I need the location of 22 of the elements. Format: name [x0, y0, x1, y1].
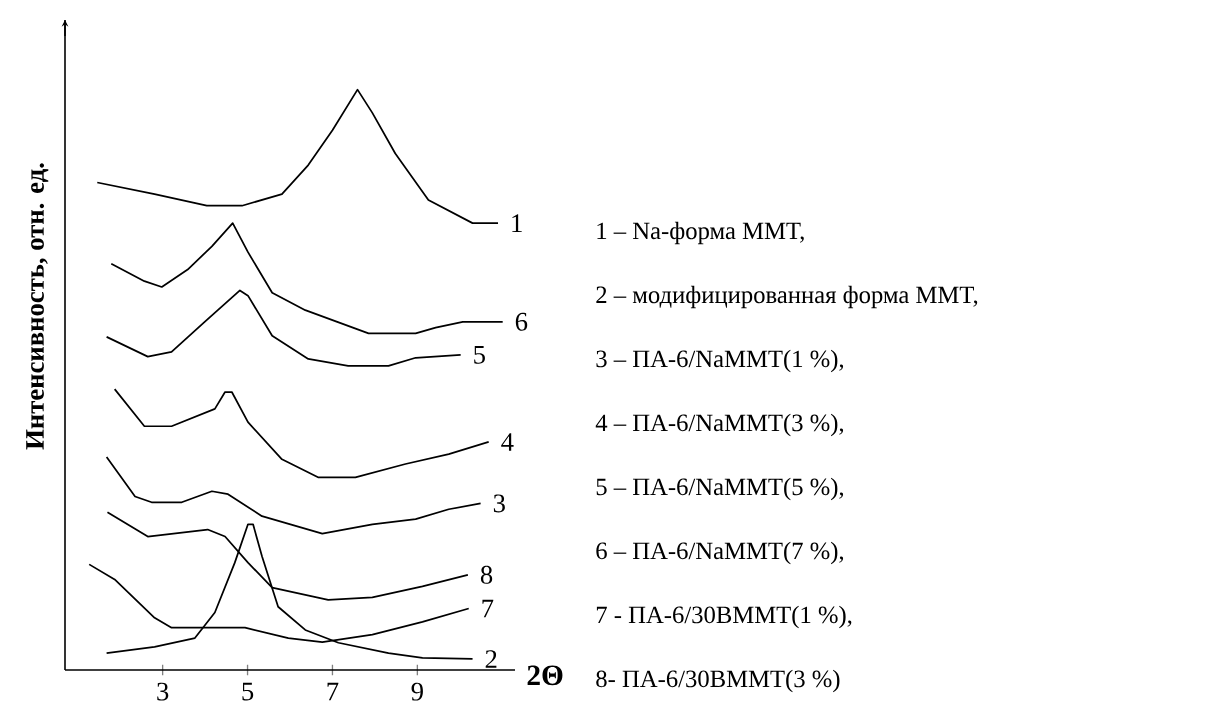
x-tick-label: 9: [411, 682, 423, 701]
text: 3 – ПА-6/NaMMT(1 %),: [596, 349, 844, 373]
series-label: 5: [474, 346, 485, 364]
x-tick-label: 3: [157, 682, 169, 701]
text: 8- ПА-6/30BMMT(3 %): [596, 669, 840, 693]
text: 7 - ПА-6/30BMMT(1 %),: [596, 605, 852, 629]
series-label: 4: [501, 433, 514, 451]
x-tick-label: 5: [242, 682, 254, 701]
series-label: 2: [485, 650, 497, 668]
text: 6 – ПА-6/NaMMT(7 %),: [596, 541, 844, 565]
x-tick-label: 7: [327, 682, 339, 701]
series-label: 7: [482, 599, 494, 618]
text: 2 – модифицированная форма MMT,: [596, 285, 978, 309]
text: 1 – Na-форма MMT,: [597, 221, 804, 245]
series-label: 3: [493, 494, 505, 513]
series-label: 6: [515, 312, 528, 331]
series-label: 8: [480, 565, 493, 584]
series-label: 1: [512, 214, 522, 232]
text: 5 – ПА-6/NaMMT(5 %),: [596, 477, 844, 501]
x-axis-title: 2Θ: [527, 665, 563, 686]
y-axis-title: Интенсивность, отн. ед.: [26, 163, 49, 450]
text: 4 – ПА-6/NaMMT(3 %),: [595, 413, 844, 437]
